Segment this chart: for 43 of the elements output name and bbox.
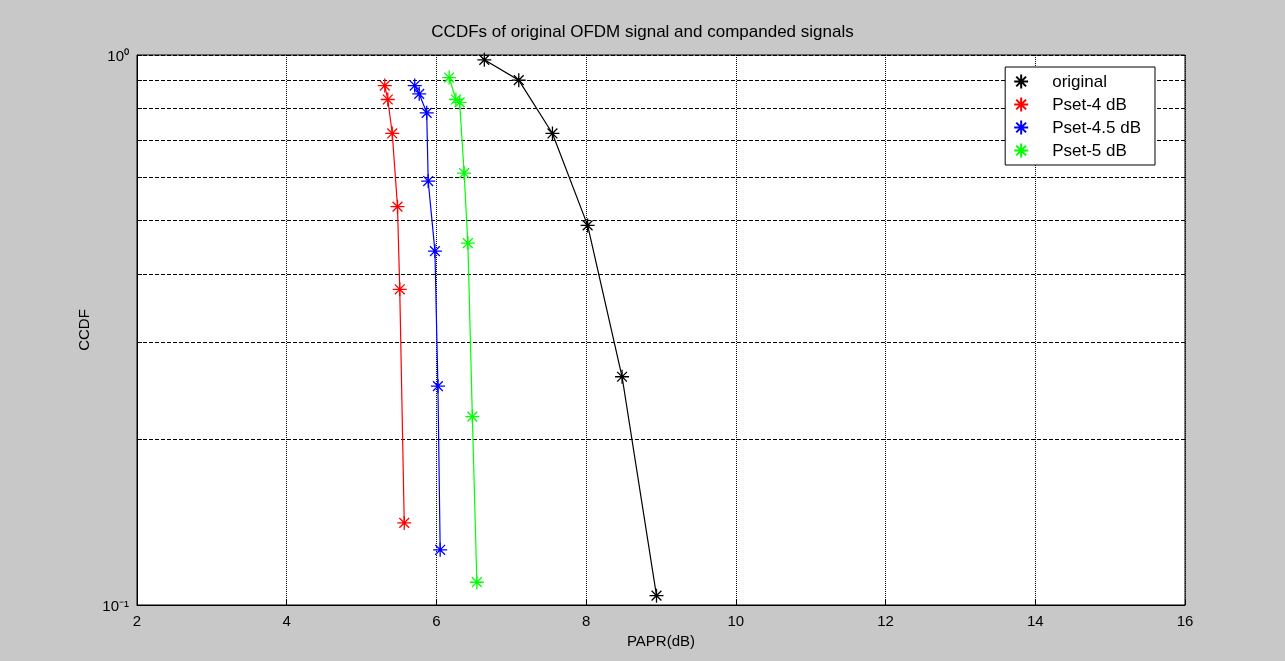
point (427, 243, 443, 259)
y-tick-label: 10⁰ (107, 46, 129, 64)
point (377, 77, 393, 94)
point (407, 77, 423, 94)
point (456, 165, 472, 181)
point (544, 125, 561, 142)
point (464, 409, 481, 425)
x-tick-label: 12 (877, 612, 894, 629)
y-axis-title: CCDF (75, 309, 93, 351)
point (614, 369, 630, 385)
legend-label: Pset-4 dB (1052, 95, 1127, 114)
point (419, 105, 435, 121)
x-tick-label: 16 (1176, 612, 1194, 629)
x-tick-label: 10 (727, 612, 745, 629)
point (396, 515, 412, 531)
point (511, 72, 527, 88)
point (448, 91, 464, 108)
point (460, 235, 476, 251)
point (469, 574, 485, 590)
point (380, 91, 396, 108)
x-axis-title: PAPR(dB) (626, 631, 696, 649)
x-tick-label: 8 (581, 612, 591, 629)
x-tick-label: 2 (132, 612, 142, 629)
point (451, 94, 468, 111)
chart-title: CCDFs of original OFDM signal and companded signals (431, 22, 854, 41)
legend-label: Pset-4.5 dB (1052, 118, 1141, 137)
legend-label: original (1052, 72, 1107, 91)
x-tick-label: 14 (1026, 612, 1044, 629)
point (411, 86, 427, 102)
point (441, 69, 457, 86)
x-tick-label: 6 (432, 612, 441, 629)
point (430, 378, 446, 394)
point (420, 173, 436, 189)
point (432, 542, 448, 558)
legend-label: Pset-5 dB (1052, 141, 1127, 160)
point (389, 199, 406, 215)
point (476, 52, 492, 68)
point (579, 217, 596, 234)
point (392, 281, 408, 297)
point (648, 587, 665, 604)
point (384, 125, 400, 142)
x-tick-label: 4 (282, 612, 291, 629)
y-tick-label: 10⁻¹ (102, 596, 129, 614)
